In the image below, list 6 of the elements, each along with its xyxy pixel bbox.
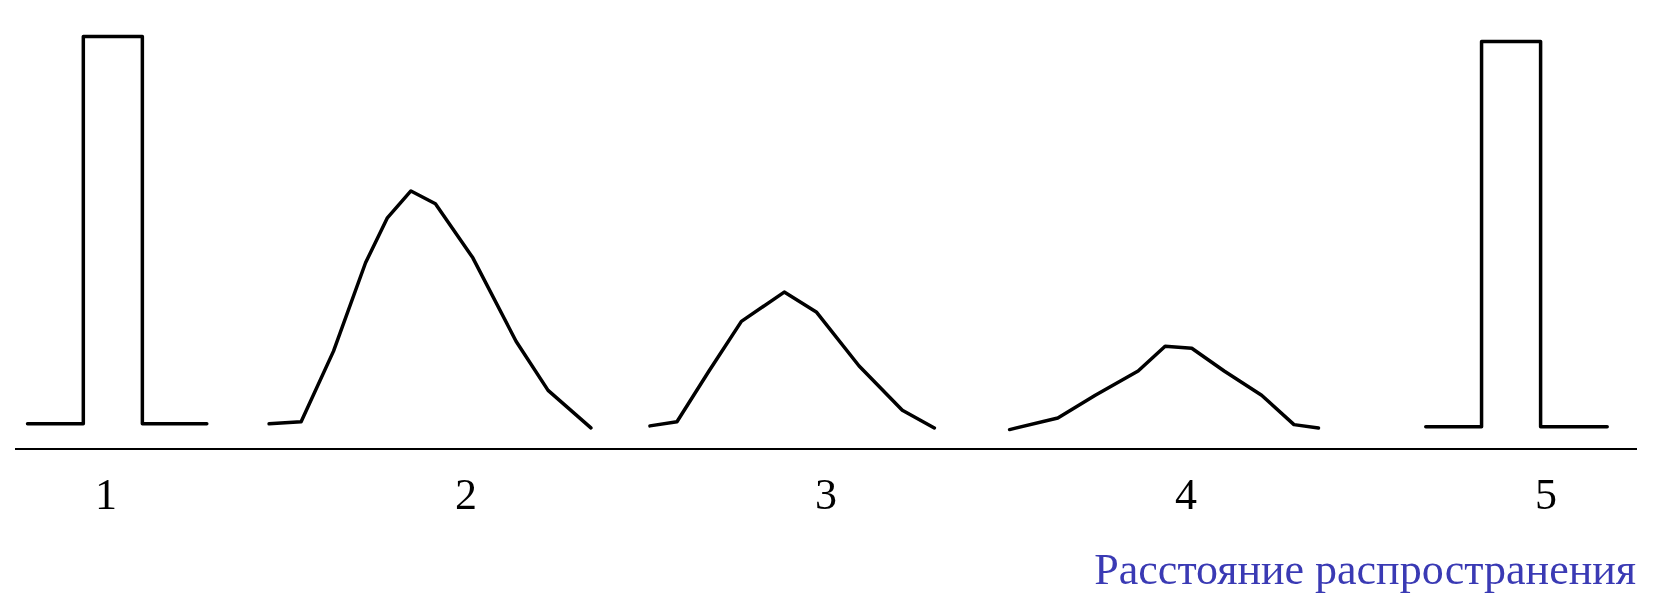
x-tick-label: 4 [1175, 470, 1197, 520]
x-tick-label: 2 [455, 470, 477, 520]
x-axis-title: Расстояние распространения [1094, 545, 1636, 595]
x-tick-label: 5 [1535, 470, 1557, 520]
x-tick-label: 1 [95, 470, 117, 520]
x-tick-label: 3 [815, 470, 837, 520]
